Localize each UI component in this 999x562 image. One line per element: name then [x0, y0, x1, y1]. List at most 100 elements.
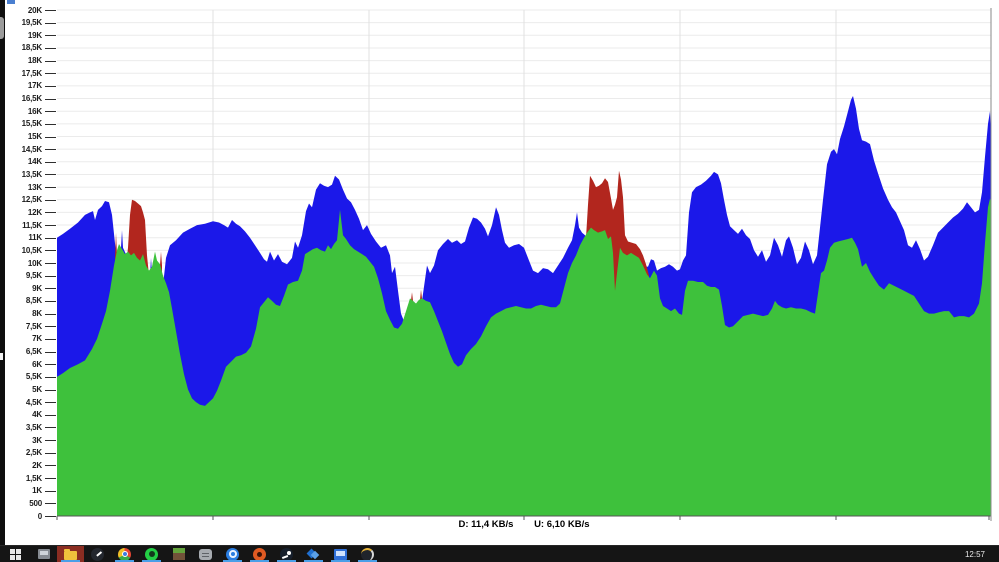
y-tick-dash	[45, 47, 56, 49]
taskbar-item-gauge-app[interactable]	[84, 546, 111, 562]
y-tick-dash	[45, 516, 56, 517]
y-tick-dash	[45, 225, 56, 227]
y-tick-label: 500	[29, 498, 42, 508]
file-explorer-icon	[64, 548, 77, 560]
y-tick-dash	[45, 326, 56, 328]
y-tick-dash	[45, 111, 56, 113]
y-tick-label: 12K	[27, 207, 42, 217]
running-indicator	[304, 560, 323, 562]
y-tick-label: 7,5K	[25, 321, 42, 331]
running-indicator	[358, 560, 377, 562]
taskbar-item-window-app[interactable]	[327, 546, 354, 562]
taskbar-item-orange-ring-app[interactable]	[246, 546, 273, 562]
y-tick-label: 20K	[27, 5, 42, 15]
y-tick-label: 11,5K	[22, 220, 42, 230]
y-tick-dash	[45, 503, 56, 505]
taskbar-item-green-music-app[interactable]	[138, 546, 165, 562]
y-tick-label: 19K	[27, 30, 42, 40]
window-app-icon	[334, 548, 347, 560]
y-tick-dash	[45, 313, 56, 315]
green-music-app-icon	[145, 547, 158, 561]
y-tick-label: 1K	[32, 486, 42, 496]
y-tick-dash	[45, 161, 56, 163]
taskbar-item-chrome[interactable]	[111, 546, 138, 562]
y-tick-dash	[45, 465, 56, 467]
y-tick-label: 5K	[32, 385, 42, 394]
y-tick-dash	[45, 389, 56, 391]
y-tick-label: 1,5K	[25, 473, 42, 483]
y-tick-dash	[45, 478, 56, 480]
throughput-stats: D: 11,4 KB/s U: 6,10 KB/s	[57, 519, 991, 530]
y-tick-dash	[45, 123, 56, 125]
gray-app-icon	[199, 548, 212, 560]
upload-rate-label: U: 6,10 KB/s	[534, 519, 590, 530]
edge-panel-handle[interactable]	[0, 17, 4, 39]
y-tick-label: 19,5K	[21, 18, 43, 28]
windows-logo-icon	[9, 548, 21, 560]
y-tick-label: 17K	[27, 81, 42, 91]
taskbar-item-blue-shapes-app[interactable]	[300, 546, 327, 562]
minecraft-icon	[172, 548, 185, 560]
y-tick-label: 11K	[28, 233, 42, 243]
y-tick-dash	[45, 275, 56, 277]
y-tick-dash	[45, 263, 56, 264]
area-green	[57, 198, 991, 516]
gauge-app-icon	[91, 547, 104, 561]
steam-icon	[280, 547, 293, 561]
y-tick-dash	[45, 98, 56, 100]
taskbar-item-minecraft[interactable]	[165, 546, 192, 562]
blue-shapes-app-icon	[306, 548, 320, 560]
y-tick-dash	[45, 452, 56, 454]
y-tick-label: 14,5K	[21, 144, 43, 154]
y-tick-dash	[45, 250, 56, 252]
running-indicator	[223, 560, 242, 562]
taskbar-item-steam[interactable]	[273, 546, 300, 562]
left-edge-strip	[0, 0, 5, 545]
y-tick-label: 3,5K	[25, 422, 42, 432]
y-tick-label: 6,5K	[25, 347, 42, 357]
y-tick-dash	[45, 136, 56, 138]
y-tick-dash	[45, 440, 56, 442]
start-button[interactable]	[0, 546, 30, 562]
y-tick-label: 5,5K	[25, 372, 42, 382]
taskbar-clock[interactable]: 12:57	[964, 550, 985, 559]
taskbar-item-file-explorer[interactable]	[57, 546, 84, 562]
y-tick-dash	[45, 351, 56, 353]
running-indicator	[115, 560, 134, 562]
y-tick-dash	[45, 338, 56, 340]
y-tick-label: 14K	[27, 157, 42, 167]
y-tick-label: 4K	[32, 410, 42, 420]
y-tick-dash	[45, 414, 56, 416]
taskbar-item-blue-ring-app[interactable]	[219, 546, 246, 562]
y-tick-label: 8,5K	[25, 296, 42, 306]
y-tick-dash	[45, 22, 56, 24]
y-tick-label: 9,5K	[25, 271, 42, 281]
arc-circle-app-icon	[361, 547, 374, 561]
taskbar-item-pc-app[interactable]	[30, 546, 57, 562]
y-tick-dash	[45, 149, 56, 151]
taskbar-item-gray-app[interactable]	[192, 546, 219, 562]
y-tick-dash	[45, 402, 56, 404]
y-tick-label: 4,5K	[25, 397, 42, 407]
orange-ring-app-icon	[253, 547, 266, 561]
taskbar: 12:57	[0, 545, 999, 562]
running-indicator	[142, 560, 161, 562]
y-tick-dash	[45, 35, 56, 37]
taskbar-item-arc-circle-app[interactable]	[354, 546, 381, 562]
y-tick-label: 12,5K	[21, 195, 43, 205]
pc-app-icon	[37, 549, 50, 559]
running-indicator	[250, 560, 269, 562]
y-tick-label: 18K	[27, 56, 42, 66]
y-tick-label: 13,5K	[21, 169, 43, 179]
y-tick-label: 9K	[32, 283, 42, 293]
window-corner-sliver	[7, 0, 15, 4]
y-tick-dash	[45, 10, 56, 11]
y-tick-dash	[45, 376, 56, 378]
y-tick-label: 8K	[32, 309, 42, 319]
y-tick-dash	[45, 490, 56, 492]
y-tick-label: 15K	[27, 132, 42, 141]
y-tick-label: 3K	[32, 435, 42, 445]
y-tick-label: 17,5K	[21, 68, 43, 78]
running-indicator	[277, 560, 296, 562]
